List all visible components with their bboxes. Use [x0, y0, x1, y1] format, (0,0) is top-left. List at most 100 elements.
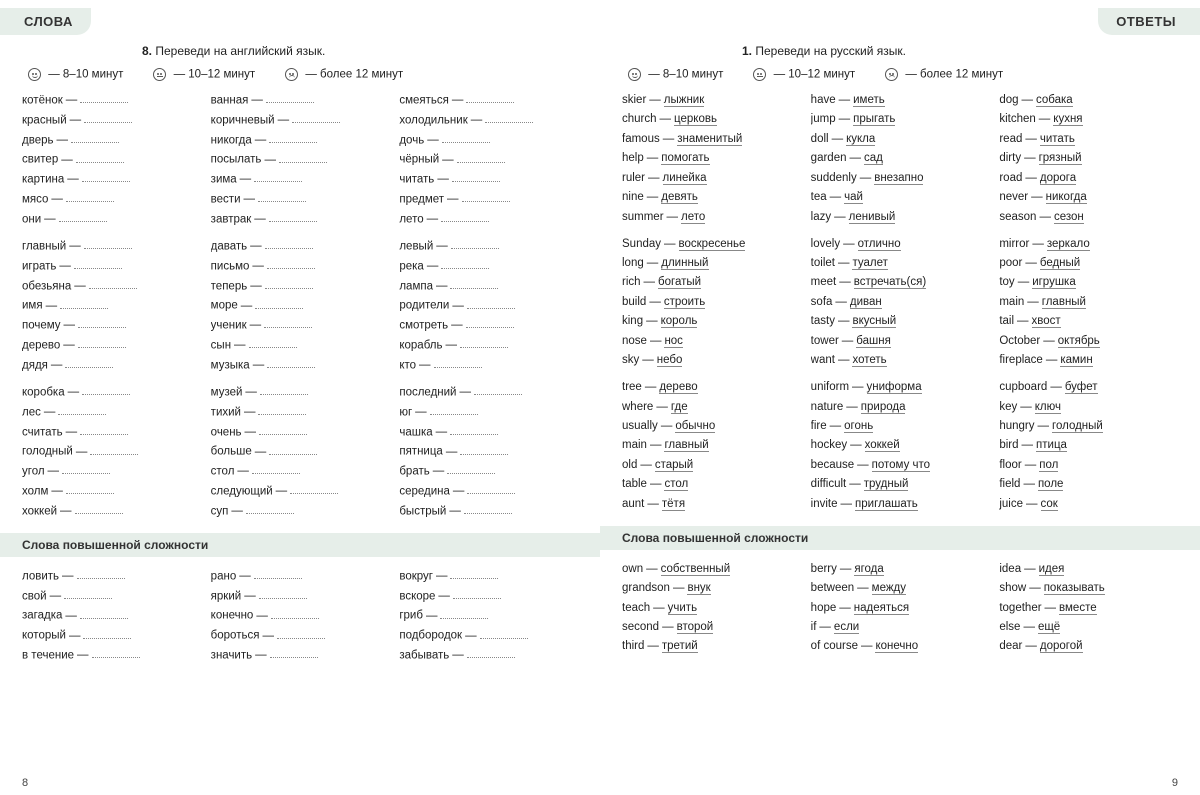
answer-blank[interactable]	[80, 425, 128, 435]
answer-blank[interactable]	[77, 569, 125, 579]
word-column: dog—собакаkitchen—кухняread—читатьdirty—…	[999, 93, 1178, 225]
answer-blank[interactable]	[80, 93, 128, 103]
source-word: коричневый	[211, 114, 275, 126]
answer-blank[interactable]	[269, 444, 317, 454]
answer-blank[interactable]	[75, 504, 123, 514]
answer-blank[interactable]	[441, 259, 489, 269]
answer-blank[interactable]	[440, 608, 488, 618]
answer-blank[interactable]	[466, 318, 514, 328]
answer-blank[interactable]	[279, 152, 327, 162]
dash: —	[436, 426, 448, 438]
answer-blank[interactable]	[450, 279, 498, 289]
answer-blank[interactable]	[254, 172, 302, 182]
answer-blank[interactable]	[58, 405, 106, 415]
answer-blank[interactable]	[442, 133, 490, 143]
answer-blank[interactable]	[266, 93, 314, 103]
word-row: road—дорога	[999, 171, 1178, 186]
answer-blank[interactable]	[267, 358, 315, 368]
answer-blank[interactable]	[474, 385, 522, 395]
answer-blank[interactable]	[430, 405, 478, 415]
answer-blank[interactable]	[259, 589, 307, 599]
answer-blank[interactable]	[290, 484, 338, 494]
answer-blank[interactable]	[453, 589, 501, 599]
answer-blank[interactable]	[460, 338, 508, 348]
answer-blank[interactable]	[271, 608, 319, 618]
answer-blank[interactable]	[450, 569, 498, 579]
word-row: гриб—	[399, 608, 578, 623]
answer-blank[interactable]	[277, 628, 325, 638]
answer-blank[interactable]	[66, 484, 114, 494]
answer-blank[interactable]	[89, 279, 137, 289]
source-word: together	[999, 602, 1041, 614]
answer-blank[interactable]	[84, 239, 132, 249]
answer-blank[interactable]	[64, 589, 112, 599]
answer-blank[interactable]	[269, 133, 317, 143]
answer-blank[interactable]	[78, 318, 126, 328]
answer-blank[interactable]	[92, 648, 140, 658]
answer-blank[interactable]	[59, 212, 107, 222]
answer-blank[interactable]	[434, 358, 482, 368]
answer-blank[interactable]	[60, 298, 108, 308]
answer-blank[interactable]	[447, 464, 495, 474]
answer-blank[interactable]	[450, 425, 498, 435]
answer-blank[interactable]	[457, 152, 505, 162]
source-word: else	[999, 621, 1020, 633]
answer-blank[interactable]	[258, 192, 306, 202]
answer-blank[interactable]	[80, 608, 128, 618]
answer-blank[interactable]	[467, 484, 515, 494]
answer-blank[interactable]	[485, 113, 533, 123]
answer-blank[interactable]	[270, 648, 318, 658]
answer-blank[interactable]	[252, 464, 300, 474]
answer-blank[interactable]	[255, 298, 303, 308]
answer-blank[interactable]	[259, 425, 307, 435]
answer-blank[interactable]	[82, 385, 130, 395]
answer-blank[interactable]	[62, 464, 110, 474]
answer-blank[interactable]	[66, 192, 114, 202]
dash: —	[1017, 315, 1029, 327]
answer-blank[interactable]	[258, 405, 306, 415]
dash: —	[646, 315, 658, 327]
answer-blank[interactable]	[74, 259, 122, 269]
answer-blank[interactable]	[264, 318, 312, 328]
answer-blank[interactable]	[78, 338, 126, 348]
answer-blank[interactable]	[464, 504, 512, 514]
answer-blank[interactable]	[292, 113, 340, 123]
answer-blank[interactable]	[441, 212, 489, 222]
answer-blank[interactable]	[249, 338, 297, 348]
word-row: tower—башня	[811, 334, 990, 349]
answer-blank[interactable]	[254, 569, 302, 579]
answer-blank[interactable]	[90, 444, 138, 454]
answer-blank[interactable]	[451, 239, 499, 249]
dash: —	[647, 152, 659, 164]
answer-blank[interactable]	[460, 444, 508, 454]
source-word: ловить	[22, 570, 59, 582]
timing-item: — 8–10 минут	[628, 68, 723, 81]
answer-blank[interactable]	[71, 133, 119, 143]
answer-blank[interactable]	[65, 358, 113, 368]
dash: —	[51, 485, 63, 497]
answer-blank[interactable]	[265, 239, 313, 249]
answer-blank[interactable]	[269, 212, 317, 222]
answer-blank[interactable]	[83, 628, 131, 638]
answer-blank[interactable]	[82, 172, 130, 182]
answer-blank[interactable]	[452, 172, 500, 182]
answer-blank[interactable]	[84, 113, 132, 123]
answer-blank[interactable]	[462, 192, 510, 202]
answer-blank[interactable]	[246, 504, 294, 514]
answer-blank[interactable]	[267, 259, 315, 269]
answer-blank[interactable]	[467, 648, 515, 658]
source-word: свой	[22, 590, 47, 602]
word-row: floor—пол	[999, 458, 1178, 473]
right-section-title: Слова повышенной сложности	[600, 526, 1200, 550]
answer-blank[interactable]	[260, 385, 308, 395]
source-word: lazy	[811, 211, 831, 223]
answer-word: вкусный	[852, 315, 896, 328]
dash: —	[433, 465, 445, 477]
word-row: idea—идея	[999, 562, 1178, 577]
answer-blank[interactable]	[467, 298, 515, 308]
dash: —	[647, 640, 659, 652]
answer-blank[interactable]	[466, 93, 514, 103]
answer-blank[interactable]	[480, 628, 528, 638]
answer-blank[interactable]	[265, 279, 313, 289]
answer-blank[interactable]	[76, 152, 124, 162]
